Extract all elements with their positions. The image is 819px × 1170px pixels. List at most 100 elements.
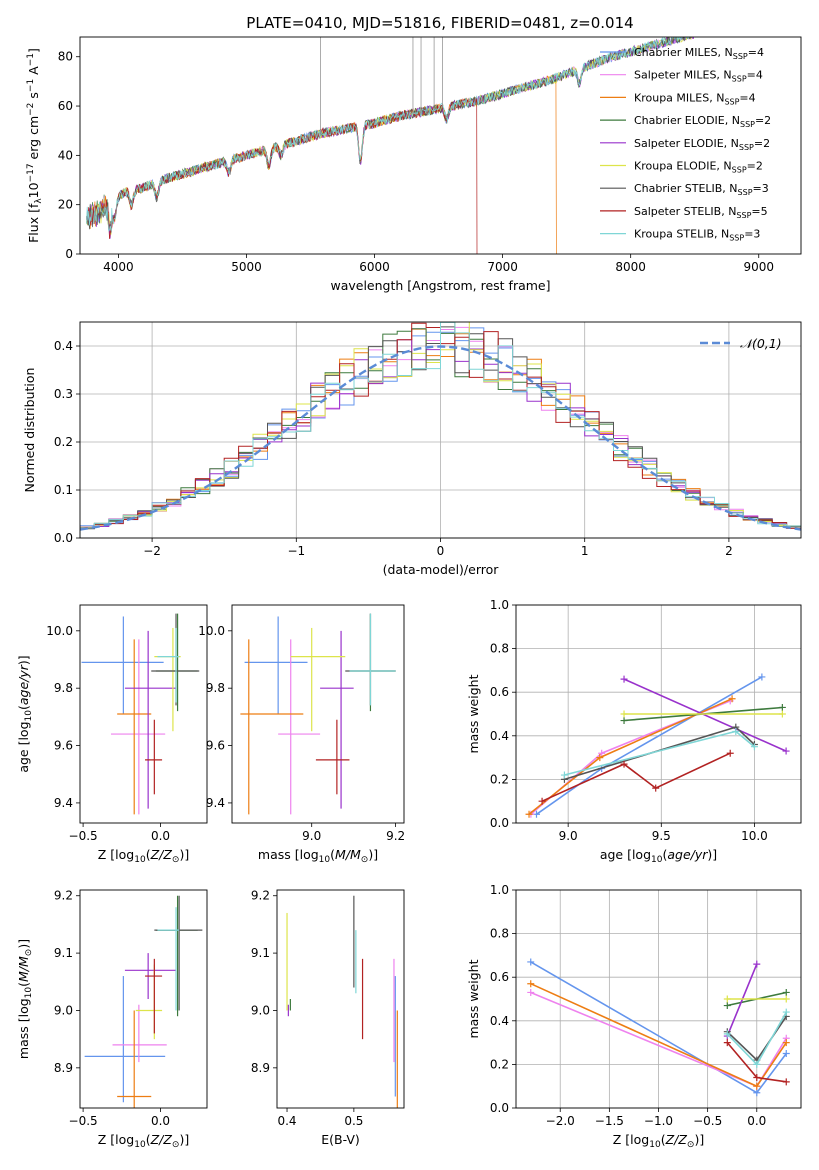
weight_vs_age-xlabel: age [log10(age/yr)] — [600, 847, 717, 865]
x-tick-label: 0 — [437, 544, 445, 558]
weight-line — [528, 697, 733, 815]
y-tick-label: 0.6 — [490, 970, 509, 984]
x-tick-label: 2 — [725, 544, 733, 558]
y-tick-label: 1.0 — [490, 883, 509, 897]
y-tick-label: 0.4 — [490, 1014, 509, 1028]
weight-marker — [782, 995, 790, 1003]
weight_vs_age-axes: 9.0 9.5 10.0 0.0 0.2 0.4 0.6 0.8 1.0 — [490, 598, 801, 843]
x-tick-label: 9.5 — [652, 829, 671, 843]
weight-marker — [620, 710, 628, 718]
mass_vs_Z-axes: −0.5 0.0 8.9 9.0 9.1 9.2 — [54, 889, 170, 1128]
legend-label-normal: 𝒩(0,1) — [740, 336, 782, 351]
weight-marker — [525, 810, 533, 818]
mass_vs_ebv-xlabel: E(B-V) — [321, 1132, 360, 1147]
legend-label: Chabrier STELIB, NSSP=3 — [634, 182, 769, 197]
residuals-ylabel: Normed distribution — [22, 368, 37, 493]
weight_vs_age-lines — [525, 673, 790, 818]
x-tick-label: 8000 — [615, 260, 646, 274]
y-tick-label: 9.1 — [251, 946, 270, 960]
y-tick-label: 0.2 — [490, 1057, 509, 1071]
y-tick-label: 8.9 — [251, 1061, 270, 1075]
age_vs_mass-xlabel: mass [log10(M/M⊙)] — [258, 847, 378, 865]
y-tick-label: 0.0 — [54, 531, 73, 545]
y-tick-label: 80 — [58, 50, 73, 64]
y-tick-label: 10.0 — [198, 624, 225, 638]
x-tick-label: 9000 — [743, 260, 774, 274]
x-tick-label: −1.5 — [595, 1114, 624, 1128]
weight-marker — [598, 749, 606, 757]
x-tick-label: −2 — [143, 544, 161, 558]
weight-marker — [620, 760, 628, 768]
weight-marker — [753, 960, 761, 968]
figure-title: PLATE=0410, MJD=51816, FIBERID=0481, z=0… — [246, 14, 633, 32]
age_vs_mass-axes: 9.0 9.2 9.4 9.6 9.8 10.0 — [198, 624, 405, 843]
weight-marker — [782, 747, 790, 755]
weight-marker — [723, 995, 731, 1003]
weight-marker — [753, 1060, 761, 1068]
normal-curve — [80, 345, 801, 531]
weight_vs_Z-ylabel: mass weight — [466, 959, 481, 1038]
x-tick-label: 5000 — [231, 260, 262, 274]
spectrum-lines — [86, 37, 698, 254]
y-tick-label: 0.6 — [490, 685, 509, 699]
age_vs_Z-xlabel: Z [log10(Z/Z⊙)] — [98, 847, 189, 865]
x-tick-label: −0.5 — [69, 1114, 98, 1128]
x-tick-label: 9.0 — [559, 829, 578, 843]
weight-marker — [596, 754, 604, 762]
y-tick-label: 9.8 — [54, 681, 73, 695]
y-tick-label: 9.1 — [54, 946, 73, 960]
spectrum-line — [86, 37, 698, 232]
x-tick-label: 0.0 — [151, 1114, 170, 1128]
x-tick-label: −0.5 — [69, 829, 98, 843]
y-tick-label: 9.6 — [54, 739, 73, 753]
y-tick-label: 0.8 — [490, 927, 509, 941]
x-tick-label: 4000 — [103, 260, 134, 274]
age_vs_mass-frame — [231, 604, 405, 824]
y-tick-label: 0 — [65, 247, 73, 261]
weight-marker — [726, 749, 734, 757]
weight-marker — [750, 743, 758, 751]
mass_vs_ebv-axes: 0.4 0.5 8.9 9.0 9.1 9.2 — [251, 889, 364, 1128]
y-tick-label: 9.6 — [206, 739, 225, 753]
histograms — [80, 322, 801, 538]
y-tick-label: 60 — [58, 99, 73, 113]
x-tick-label: 0.4 — [277, 1114, 296, 1128]
residuals-axes: −2 −1 0 1 2 0.0 0.1 0.2 0.3 0.4 — [54, 322, 801, 558]
legend-label: Salpeter STELIB, NSSP=5 — [634, 205, 768, 220]
age_vs_Z-points — [81, 613, 200, 815]
spectrum-axes: 4000 5000 6000 7000 8000 9000 0 20 40 60 80 — [58, 50, 774, 274]
y-tick-label: 0.0 — [490, 816, 509, 830]
weight-line — [623, 678, 787, 752]
legend-label: Salpeter ELODIE, NSSP=2 — [634, 137, 770, 152]
weight-marker — [620, 717, 628, 725]
weight-marker — [753, 1073, 761, 1081]
y-tick-label: 9.2 — [54, 889, 73, 903]
y-tick-label: 10.0 — [46, 624, 73, 638]
legend-label: Chabrier MILES, NSSP=4 — [634, 46, 764, 61]
residuals-frame — [79, 321, 802, 539]
age_vs_mass-points — [240, 613, 396, 815]
mass_vs_Z-points — [84, 895, 203, 1108]
weight-marker — [732, 727, 740, 735]
y-tick-label: 9.2 — [251, 889, 270, 903]
weight-marker — [723, 1030, 731, 1038]
legend-label: Chabrier ELODIE, NSSP=2 — [634, 114, 771, 129]
legend-label: Salpeter MILES, NSSP=4 — [634, 69, 763, 84]
y-tick-label: 1.0 — [490, 598, 509, 612]
y-tick-label: 0.4 — [54, 339, 73, 353]
y-tick-label: 20 — [58, 198, 73, 212]
y-tick-label: 0.2 — [490, 772, 509, 786]
y-tick-label: 0.1 — [54, 483, 73, 497]
weight-marker — [527, 958, 535, 966]
weight-marker — [620, 675, 628, 683]
residuals-xlabel: (data-model)/error — [383, 562, 500, 577]
weight-marker — [782, 1039, 790, 1047]
weight-marker — [778, 710, 786, 718]
x-tick-label: 1 — [581, 544, 589, 558]
legend-label: Kroupa STELIB, NSSP=3 — [634, 228, 760, 243]
x-tick-label: 6000 — [359, 260, 390, 274]
weight_vs_age-ylabel: mass weight — [466, 674, 481, 753]
x-tick-label: 0.0 — [747, 1114, 766, 1128]
x-tick-label: −1 — [287, 544, 305, 558]
weight-marker — [753, 1089, 761, 1097]
